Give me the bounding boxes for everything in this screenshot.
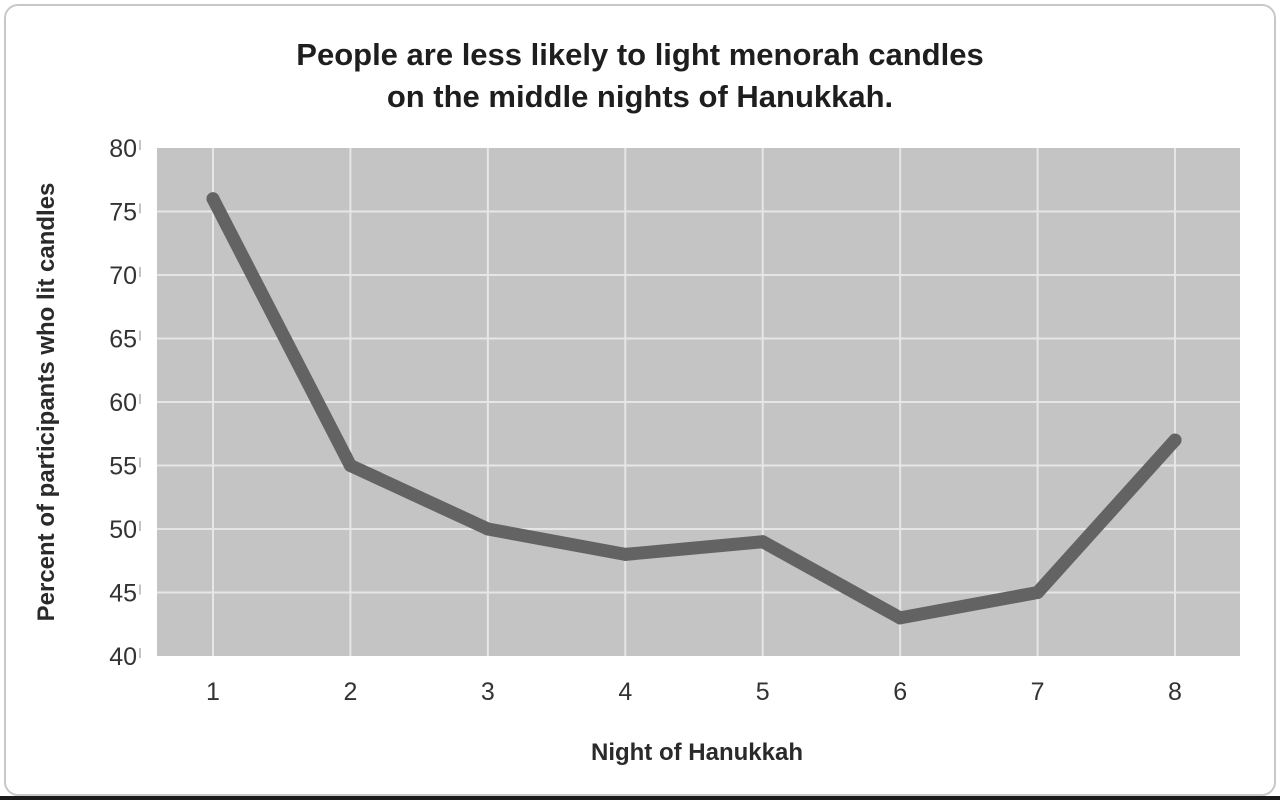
x-axis-title: Night of Hanukkah: [591, 739, 803, 766]
data-point: [206, 192, 220, 206]
y-tick-label: 80: [109, 135, 137, 163]
bottom-border: [0, 796, 1280, 800]
data-point: [618, 547, 632, 561]
y-axis-title: Percent of participants who lit candles: [33, 183, 60, 622]
data-points: [206, 192, 1182, 625]
x-tick-label: 2: [343, 678, 357, 706]
x-tick-label: 8: [1168, 678, 1182, 706]
data-point: [481, 522, 495, 536]
y-tick-label: 70: [109, 262, 137, 290]
y-tick-label: 45: [109, 580, 137, 608]
chart-title-line-1: People are less likely to light menorah …: [296, 37, 984, 72]
gridlines: [157, 148, 1240, 656]
chart-title: People are less likely to light menorah …: [0, 34, 1280, 118]
x-tick-label: 7: [1031, 678, 1045, 706]
x-tick-label: 5: [756, 678, 770, 706]
y-tick-label: 75: [109, 199, 137, 227]
x-tick-label: 6: [893, 678, 907, 706]
data-point: [756, 535, 770, 549]
y-tick-label: 40: [109, 643, 137, 671]
x-tick-label: 4: [618, 678, 632, 706]
y-tick-label: 50: [109, 516, 137, 544]
x-tick-label: 3: [481, 678, 495, 706]
data-point: [893, 611, 907, 625]
data-point: [1168, 433, 1182, 447]
chart-title-line-2: on the middle nights of Hanukkah.: [386, 79, 894, 114]
series-line: [206, 192, 1182, 625]
y-tick-label: 65: [109, 326, 137, 354]
y-tick-label: 60: [109, 389, 137, 417]
x-tick-label: 1: [206, 678, 220, 706]
y-axis-ticks: 40 45 50 55 60 65 70 75 80: [109, 135, 141, 671]
data-point: [343, 459, 357, 472]
x-axis-ticks: 1 2 3 4 5 6 7 8: [206, 678, 1182, 706]
y-tick-label: 55: [109, 453, 137, 481]
data-point: [1031, 586, 1045, 599]
